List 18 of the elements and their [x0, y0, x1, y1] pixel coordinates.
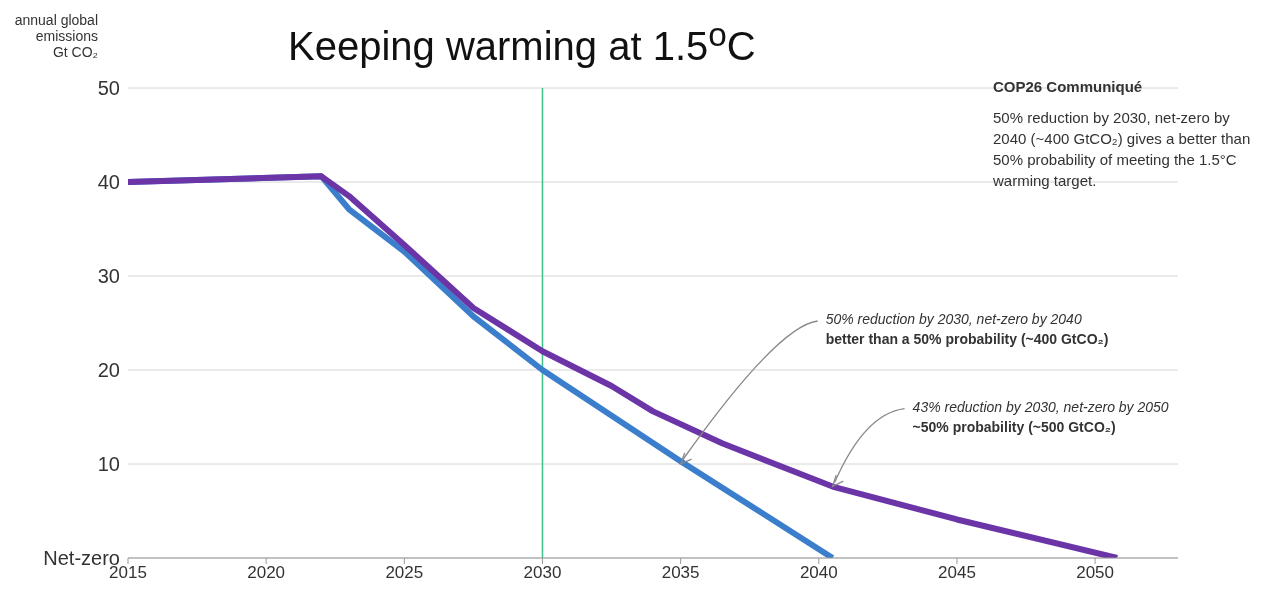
y-tick-label: 10	[97, 453, 120, 476]
y-axis-title: annual global emissions Gt CO₂	[13, 12, 98, 60]
x-tick-label: 2030	[523, 563, 562, 583]
y-tick-label: 30	[97, 265, 120, 288]
annotation: 50% reduction by 2030, net-zero by 2040 (~400 GtCO₂) gives a better than 50% probability of meeting the 1.5°C warming target.	[993, 108, 1252, 191]
chart-title: Keeping warming at 1.5$^{o}$C	[288, 16, 756, 70]
y-tick-label: 40	[97, 171, 120, 194]
y-tick-label: 50	[97, 77, 120, 100]
annotation: 43% reduction by 2030, net-zero by 2050 ~50% probability (~500 GtCO₂)	[912, 397, 1169, 437]
x-tick-label: 2025	[385, 563, 424, 583]
x-tick-label: 2035	[661, 563, 700, 583]
annotation: 50% reduction by 2030, net-zero by 2040 better than a 50% probability (~400 GtCO₂)	[825, 310, 1109, 349]
x-tick-label: 2045	[938, 563, 976, 583]
x-tick-label: 2050	[1076, 563, 1115, 583]
y-tick-label: 20	[97, 359, 120, 382]
annotation: COP26 Communiqué	[993, 77, 1144, 97]
x-tick-label: 2020	[247, 563, 286, 583]
x-tick-label: 2040	[799, 563, 838, 583]
